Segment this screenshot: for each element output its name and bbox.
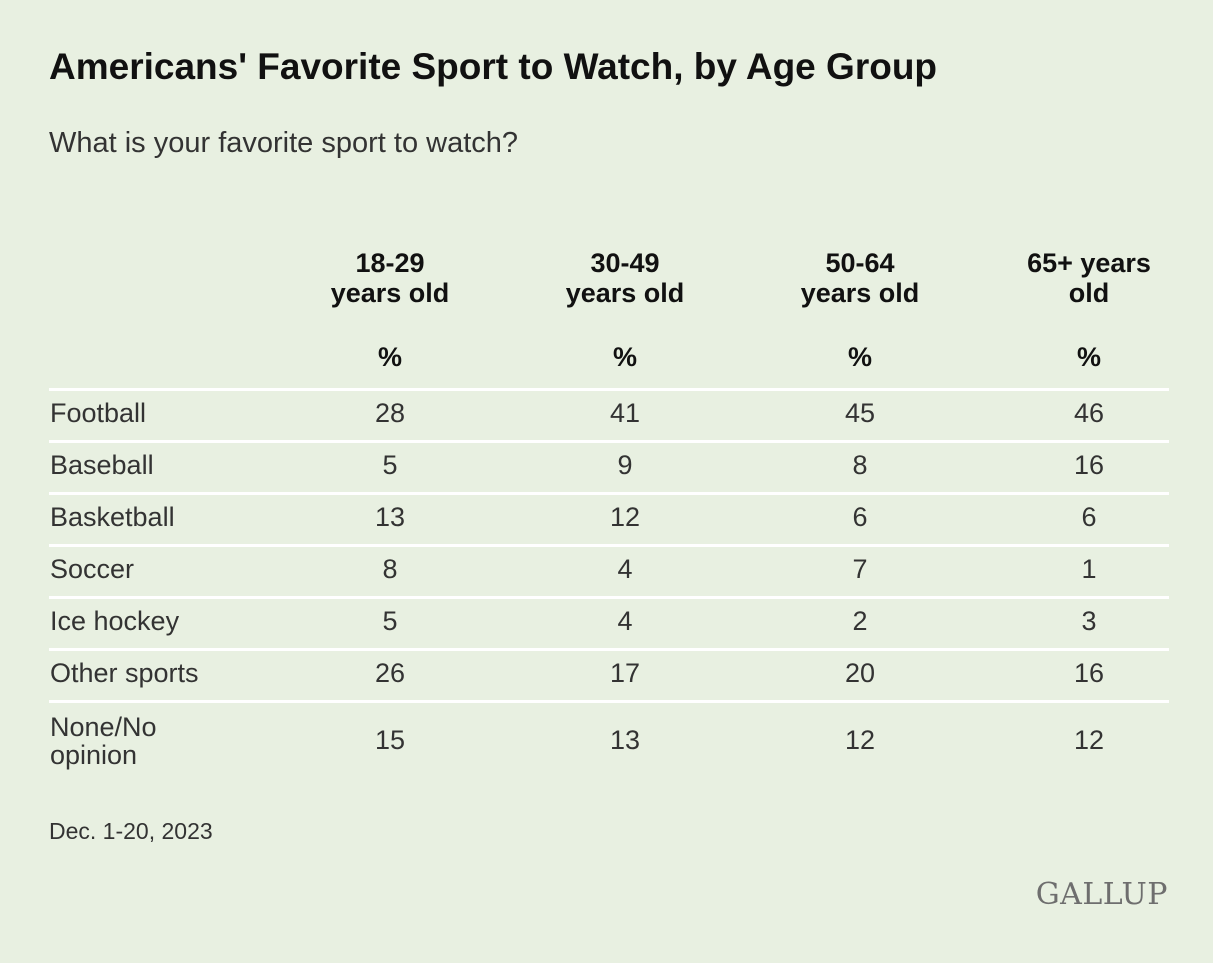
table-row: Football 28 41 45 46 [49,388,1169,440]
row-label: Baseball [50,450,154,480]
table-row: Ice hockey 5 4 2 3 [49,596,1169,648]
table-cell: 20 [844,658,876,688]
table-cell: 2 [852,606,868,636]
table-cell: 6 [1081,502,1097,532]
column-unit: % [377,342,402,372]
table-row: Basketball 13 12 6 6 [49,492,1169,544]
column-header-line: years old [330,278,450,308]
table-row: Other sports 26 17 20 16 [49,648,1169,700]
row-label: Soccer [50,554,135,584]
survey-date-note: Dec. 1-20, 2023 [49,818,213,844]
table-header: 18-29 years old 30-49 years old 50-64 ye… [49,244,1169,388]
column-header-line: old [1068,278,1110,308]
table-cell: 7 [852,554,868,584]
column-header-18-29: 18-29 years old [290,248,490,308]
row-label: None/No opinion [50,712,157,770]
table-cell: 16 [1073,658,1105,688]
chart-subtitle: What is your favorite sport to watch? [49,127,519,159]
table-cell: 13 [609,725,641,755]
column-header-line: 65+ years [1027,248,1151,278]
gallup-logo: GALLUP [1035,877,1168,912]
table-cell: 16 [1073,450,1105,480]
table-cell: 4 [617,554,633,584]
table-cell: 4 [617,606,633,636]
table-cell: 26 [374,658,406,688]
chart-title: Americans' Favorite Sport to Watch, by A… [49,46,938,87]
column-header-65-plus: 65+ years old [989,248,1189,308]
column-unit: % [612,342,637,372]
table-cell: 9 [617,450,633,480]
table-cell: 12 [844,725,876,755]
row-label: Other sports [50,658,199,688]
table-cell: 8 [852,450,868,480]
table-cell: 41 [609,398,641,428]
table-cell: 3 [1081,606,1097,636]
column-header-line: years old [565,278,685,308]
column-unit: % [847,342,872,372]
row-label: Basketball [50,502,175,532]
column-header-line: 18-29 [355,248,425,278]
table-row: None/No opinion 15 13 12 12 [49,700,1169,771]
table-row: Soccer 8 4 7 1 [49,544,1169,596]
table-cell: 45 [844,398,876,428]
data-table: 18-29 years old 30-49 years old 50-64 ye… [49,244,1169,771]
row-label: Football [50,398,147,428]
column-header-50-64: 50-64 years old [760,248,960,308]
table-cell: 5 [382,606,398,636]
table-cell: 12 [1073,725,1105,755]
table-cell: 17 [609,658,641,688]
table-cell: 6 [852,502,868,532]
table-cell: 8 [382,554,398,584]
table-cell: 12 [609,502,641,532]
table-cell: 13 [374,502,406,532]
column-header-line: 50-64 [825,248,895,278]
table-cell: 15 [374,725,406,755]
column-unit: % [1076,342,1101,372]
table-row: Baseball 5 9 8 16 [49,440,1169,492]
table-cell: 28 [374,398,406,428]
column-header-30-49: 30-49 years old [525,248,725,308]
column-header-line: years old [800,278,920,308]
row-label: Ice hockey [50,606,180,636]
table-cell: 46 [1073,398,1105,428]
table-cell: 5 [382,450,398,480]
table-cell: 1 [1081,554,1097,584]
column-header-line: 30-49 [590,248,660,278]
